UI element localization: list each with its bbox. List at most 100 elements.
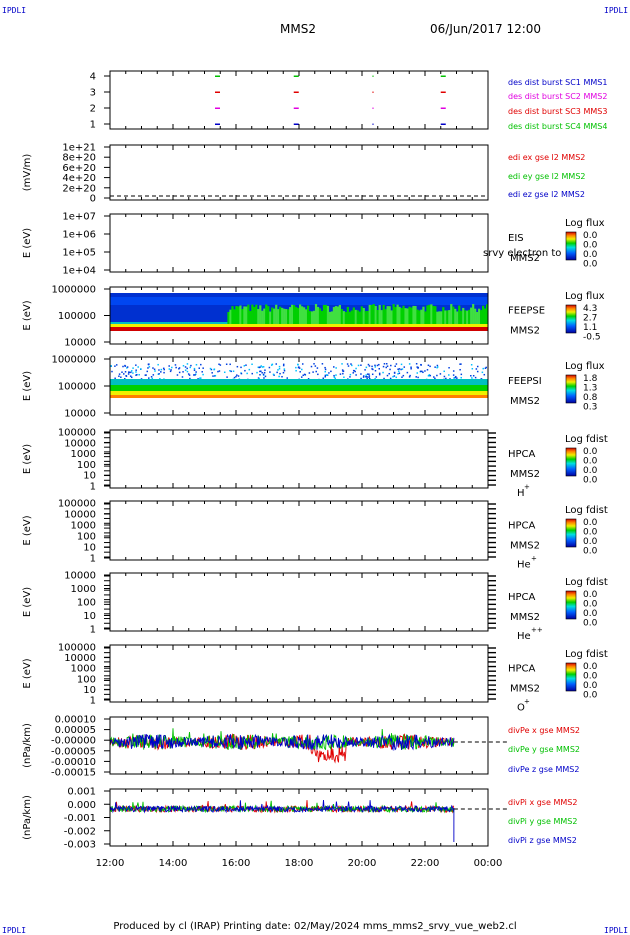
- feepsi-scatter: [476, 370, 479, 373]
- feepsi-scatter: [160, 371, 162, 373]
- feepse-flux-cell: [406, 308, 409, 326]
- feepsi-scatter: [153, 368, 156, 371]
- ytick-label-hpca_he: 1: [90, 554, 96, 565]
- feepse-flux-cell: [237, 306, 240, 326]
- feepse-flux-cell: [320, 310, 324, 326]
- feepsi-scatter: [229, 370, 231, 372]
- ytick-label-feepsi: 1000000: [51, 355, 96, 366]
- colorbar-label-hpca_hepp: 0.0: [583, 600, 598, 610]
- feepse-flux-cell: [251, 304, 254, 326]
- ylabel-hpca_o: E (eV): [22, 658, 33, 688]
- feepsi-scatter: [122, 365, 124, 368]
- feepse-flux-cell: [354, 309, 357, 326]
- colorbar-title-feepse: Log flux: [565, 291, 605, 302]
- feepse-flux-cell: [316, 306, 320, 326]
- feepse-flux-cell: [382, 304, 385, 326]
- feepse-flux-cell: [458, 305, 461, 326]
- instrument-name-eis: EIS: [508, 233, 524, 244]
- ytick-label-feepse: 10000: [64, 338, 96, 349]
- feepsi-scatter: [374, 366, 377, 368]
- feepsi-scatter: [147, 363, 150, 366]
- overlay-label-eis: srvy electron to: [483, 248, 561, 259]
- feepsi-scatter: [130, 376, 133, 379]
- feepsi-scatter: [343, 376, 345, 378]
- instrument-sc-eis: MMS2: [510, 253, 540, 264]
- colorbar-label-hpca_o: 0.0: [583, 681, 598, 691]
- feepse-flux-cell: [241, 309, 244, 326]
- feepse-flux-cell: [408, 306, 411, 326]
- feepsi-scatter: [182, 371, 184, 373]
- feepsi-scatter: [235, 375, 237, 378]
- feepse-flux-cell: [424, 311, 427, 326]
- feepse-flux-cell: [478, 308, 481, 326]
- xtick-label: 16:00: [222, 858, 251, 869]
- instrument-sc-hpca_he: MMS2: [510, 541, 540, 552]
- ytick-label-edi: 8e+20: [62, 153, 96, 164]
- feepsi-scatter: [312, 371, 314, 373]
- feepsi-scatter: [123, 373, 125, 375]
- feepse-flux-cell: [430, 304, 433, 326]
- feepse-flux-cell: [332, 307, 336, 326]
- feepsi-scatter: [333, 366, 335, 368]
- species-charge-hpca_o: +: [524, 698, 530, 706]
- legend-entry-edi: edi ez gse l2 MMS2: [508, 190, 585, 199]
- feepsi-scatter: [270, 364, 273, 366]
- feepse-flux-cell: [289, 307, 292, 326]
- feepse-flux-cell: [340, 309, 343, 326]
- colorbar-label-hpca_o: 0.0: [583, 672, 598, 682]
- xtick-label: 12:00: [96, 858, 125, 869]
- feepse-flux-cell: [374, 305, 377, 326]
- feepse-flux-cell: [300, 306, 304, 326]
- feepsi-scatter: [186, 367, 188, 370]
- feepsi-scatter: [420, 370, 422, 373]
- feepsi-band-yellow: [110, 391, 488, 395]
- feepsi-scatter: [409, 374, 411, 377]
- panel-frame-eis: [109, 213, 489, 273]
- colorbar-label-eis: 0.0: [583, 241, 598, 251]
- feepsi-scatter: [433, 376, 435, 378]
- feepsi-scatter: [395, 376, 398, 379]
- ytick-label-hpca_hepp: 1: [90, 625, 96, 636]
- ytick-label-hpca_he: 10000: [64, 510, 96, 521]
- feepsi-scatter: [371, 373, 374, 376]
- feepsi-scatter: [159, 377, 161, 380]
- feepsi-scatter: [137, 366, 139, 368]
- feepse-flux-cell: [281, 307, 284, 326]
- feepsi-scatter: [365, 366, 368, 369]
- feepse-flux-cell: [414, 305, 417, 326]
- ytick-label-eis: 1e+07: [62, 212, 96, 223]
- ylabel-hpca_hepp: E (eV): [22, 587, 33, 617]
- feepsi-scatter: [212, 375, 214, 377]
- feepsi-scatter: [157, 373, 160, 375]
- feepsi-scatter: [195, 371, 197, 373]
- feepse-flux-cell: [432, 305, 435, 326]
- feepsi-scatter: [214, 374, 217, 377]
- feepsi-scatter: [483, 373, 486, 376]
- feepsi-scatter: [264, 375, 267, 378]
- feepsi-scatter: [110, 365, 112, 367]
- ytick-label-feepse: 1000000: [51, 285, 96, 296]
- feepse-flux-cell: [269, 311, 272, 326]
- ytick-label-edi: 1e+21: [62, 143, 96, 154]
- legend-entry-edi: edi ey gse l2 MMS2: [508, 172, 586, 181]
- feepse-flux-cell: [249, 311, 252, 326]
- feepsi-scatter: [272, 373, 275, 376]
- feepsi-scatter: [195, 363, 198, 366]
- feepsi-scatter: [474, 376, 477, 379]
- feepsi-scatter: [263, 371, 266, 374]
- feepsi-scatter: [150, 376, 153, 378]
- ytick-label-hpca_he: 10: [83, 543, 96, 554]
- panel-frame-divpi: [109, 788, 489, 847]
- feepsi-scatter: [400, 368, 402, 371]
- feepsi-scatter: [282, 363, 285, 366]
- feepsi-scatter: [401, 368, 404, 370]
- ytick-label-divpe: -0.00005: [51, 746, 96, 757]
- instrument-name-feepse: FEEPSE: [508, 306, 545, 317]
- feepse-flux-cell: [404, 308, 407, 326]
- legend-entry-burst: des dist burst SC3 MMS3: [508, 107, 607, 116]
- feepsi-scatter: [127, 373, 130, 375]
- feepsi-scatter: [268, 366, 271, 369]
- ylabel-feepsi: E (eV): [22, 371, 33, 401]
- colorbar-hpca_hepp: [565, 590, 577, 620]
- feepsi-scatter: [374, 378, 376, 380]
